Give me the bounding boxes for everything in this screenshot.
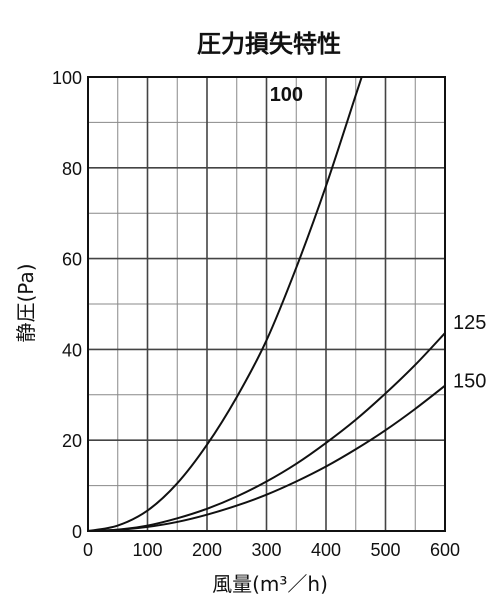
y-tick-label: 0 <box>72 522 82 542</box>
x-tick-label: 100 <box>132 540 162 560</box>
x-tick-label: 600 <box>430 540 460 560</box>
plot-frame <box>87 76 446 532</box>
series-line-100 <box>87 76 363 532</box>
y-tick-label: 20 <box>62 431 82 451</box>
y-tick-label: 100 <box>52 68 82 88</box>
y-tick-label: 40 <box>62 340 82 360</box>
chart-title: 圧力損失特性 <box>197 30 341 58</box>
series-line-150 <box>87 384 446 532</box>
x-axis-ticks: 0 100 200 300 400 500 600 <box>83 540 460 560</box>
y-axis-ticks: 0 20 40 60 80 100 <box>52 68 82 542</box>
y-axis-label: 静圧(Pa) <box>14 263 38 342</box>
series-line-125 <box>87 332 446 532</box>
y-tick-label: 60 <box>62 250 82 270</box>
x-tick-label: 0 <box>83 540 93 560</box>
series-label-150: 150 <box>453 371 486 393</box>
major-gridlines <box>88 77 445 531</box>
y-tick-label: 80 <box>62 159 82 179</box>
series-label-125: 125 <box>453 312 486 334</box>
series-label-100: 100 <box>270 84 303 106</box>
series-lines <box>87 76 446 532</box>
x-tick-label: 200 <box>192 540 222 560</box>
x-tick-label: 300 <box>251 540 281 560</box>
x-axis-label: 風量(m³／h) <box>212 572 328 596</box>
x-tick-label: 500 <box>370 540 400 560</box>
x-tick-label: 400 <box>311 540 341 560</box>
series-labels: 100 125 150 <box>270 84 487 393</box>
